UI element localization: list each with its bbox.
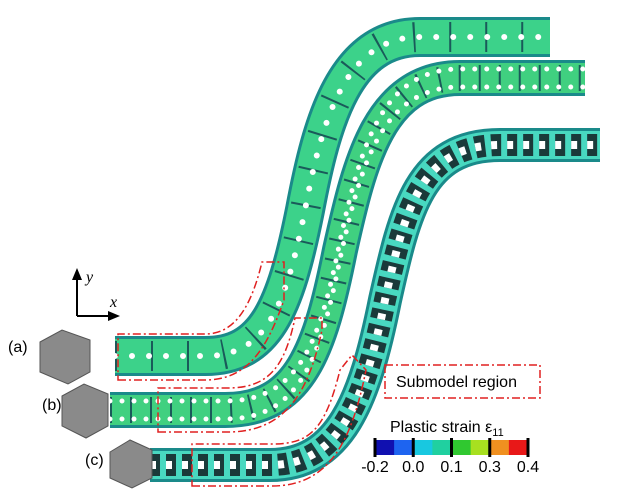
colorbar-segment bbox=[413, 440, 433, 455]
colorbar-tick-label: 0.4 bbox=[517, 459, 539, 476]
colorbar-title: Plastic strain ε11 bbox=[390, 419, 504, 439]
colorbar-segment bbox=[432, 440, 452, 455]
colorbar-segment bbox=[375, 440, 395, 455]
colorbar: -0.2 0.0 0.1 0.3 0.4 bbox=[361, 438, 539, 476]
colorbar-segment bbox=[452, 440, 472, 455]
legend-label: Submodel region bbox=[396, 374, 517, 391]
colorbar-tick-label: 0.3 bbox=[479, 459, 501, 476]
colorbar-segment bbox=[490, 440, 510, 455]
axis-x: x bbox=[109, 294, 117, 311]
colorbar-segment bbox=[509, 440, 529, 455]
panel-label: (c) bbox=[85, 452, 104, 469]
colorbar-segment bbox=[394, 440, 414, 455]
colorbar-tick-label: -0.2 bbox=[361, 459, 389, 476]
panel-label: (b) bbox=[42, 397, 62, 414]
panel-label: (a) bbox=[8, 339, 28, 356]
colorbar-tick-label: 0.1 bbox=[440, 459, 462, 476]
strips bbox=[110, 37, 600, 465]
figure: y x (a) (b) (c) Submodel region Plastic … bbox=[0, 0, 629, 489]
colorbar-tick-label: 0.0 bbox=[402, 459, 424, 476]
colorbar-segment bbox=[471, 440, 491, 455]
axis-y: y bbox=[84, 269, 94, 286]
